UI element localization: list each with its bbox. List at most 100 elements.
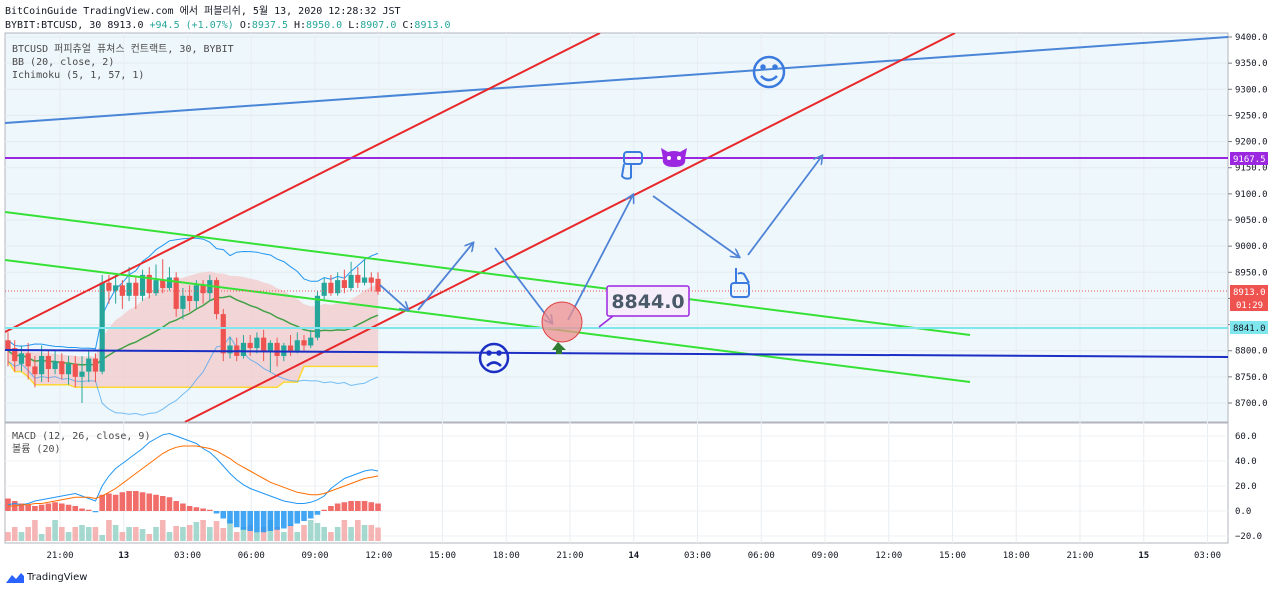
candle-body bbox=[193, 285, 199, 302]
forecast-arrow-3 bbox=[494, 247, 552, 323]
macd-hist-bar bbox=[267, 511, 274, 531]
countdown-badge-text: 01:29 bbox=[1236, 301, 1263, 311]
symbol-ohlc-line: BYBIT:BTCUSD, 30 8913.0 +94.5 (+1.07%) O… bbox=[5, 19, 451, 33]
candle-body bbox=[294, 340, 300, 351]
volume-bar bbox=[341, 520, 348, 541]
volume-bar bbox=[92, 527, 99, 541]
macd-hist-bar bbox=[193, 507, 200, 511]
candle bbox=[355, 267, 361, 288]
price-callout-box[interactable] bbox=[606, 285, 690, 317]
macd-tick-label: −20.0 bbox=[1235, 532, 1262, 542]
candle-body bbox=[139, 274, 146, 296]
candle bbox=[52, 350, 58, 375]
candle bbox=[314, 290, 321, 341]
candle-body bbox=[133, 282, 139, 296]
macd-hist-bar bbox=[375, 503, 381, 511]
volume-bar bbox=[186, 525, 193, 541]
green-channel-lower[interactable] bbox=[5, 259, 971, 383]
upper-blue-trendline[interactable] bbox=[5, 36, 1228, 124]
price-axis[interactable]: 9400.0 9350.0 9300.0 9250.0 9200.0 9150.0 9100… bbox=[1228, 33, 1268, 409]
volume-bar bbox=[133, 527, 139, 541]
candle bbox=[39, 345, 45, 383]
close-value: 8913.0 bbox=[414, 20, 451, 31]
candle-body bbox=[32, 366, 38, 375]
macd-axis[interactable]: 60.0 40.0 20.0 0.0 −20.0 bbox=[1235, 432, 1262, 542]
macd-histogram bbox=[5, 491, 381, 533]
volume-bar bbox=[368, 525, 375, 541]
volume-bar bbox=[119, 532, 126, 541]
red-channel-lower[interactable] bbox=[184, 33, 956, 422]
volume-bar bbox=[79, 525, 85, 541]
target-circle[interactable] bbox=[541, 301, 583, 343]
trend-drawings bbox=[5, 33, 1228, 422]
macd-line bbox=[7, 432, 379, 506]
candle-body bbox=[79, 371, 85, 377]
volume-bar bbox=[52, 520, 58, 541]
volume-bar bbox=[85, 527, 92, 541]
candle bbox=[92, 353, 99, 383]
candle-body bbox=[220, 314, 226, 354]
macd-pane[interactable] bbox=[4, 422, 1229, 544]
candle-body bbox=[113, 285, 119, 291]
macd-hist-bar bbox=[348, 501, 354, 511]
volume-bar bbox=[207, 527, 213, 541]
macd-hist-bar bbox=[159, 496, 166, 511]
volume-bar bbox=[220, 528, 227, 541]
volume-bar bbox=[59, 527, 65, 541]
candle-body bbox=[267, 342, 273, 351]
forecast-path bbox=[379, 156, 822, 323]
volume-bar bbox=[32, 520, 38, 541]
price-tick-label: 9150.0 bbox=[1235, 164, 1268, 174]
legend-ichimoku: Ichimoku (5, 1, 57, 1) bbox=[12, 70, 144, 81]
smile-icon bbox=[752, 55, 786, 89]
cloud-lower-span bbox=[7, 360, 378, 389]
price-tick-label: 9200.0 bbox=[1235, 138, 1268, 148]
macd-hist-bar bbox=[260, 511, 267, 533]
candle bbox=[65, 355, 72, 385]
candle bbox=[213, 277, 220, 320]
time-axis[interactable]: 21:00 13 03:00 06:00 09:00 12:00 15:00 18:00 21:… bbox=[46, 551, 1221, 561]
time-tick-label: 21:00 bbox=[1066, 551, 1093, 561]
cyan-level-badge bbox=[1230, 321, 1268, 334]
last-price-badge-text: 8913.0 bbox=[1233, 288, 1266, 298]
candle bbox=[180, 287, 186, 320]
navy-support-line[interactable] bbox=[5, 349, 1228, 358]
volume-bar bbox=[294, 532, 301, 541]
candle-body bbox=[274, 342, 280, 356]
volume-bar bbox=[38, 534, 45, 541]
candle-body bbox=[254, 337, 260, 349]
cyan-level-badge-text: 8841.0 bbox=[1233, 324, 1266, 334]
pointing-down-hand-icon bbox=[620, 151, 643, 180]
time-tick-label: 21:00 bbox=[556, 551, 583, 561]
legend-bb: BB (20, close, 2) bbox=[12, 57, 114, 68]
candle-body bbox=[355, 274, 361, 283]
candle bbox=[308, 329, 314, 349]
tradingview-logo[interactable]: TradingView bbox=[6, 572, 87, 583]
candle-body bbox=[247, 342, 253, 349]
candle-body bbox=[160, 280, 166, 288]
green-channel-upper[interactable] bbox=[5, 211, 971, 336]
macd-tick-label: 40.0 bbox=[1235, 457, 1257, 467]
red-channel-upper[interactable] bbox=[5, 33, 601, 333]
high-value: 8950.0 bbox=[306, 20, 343, 31]
candle bbox=[254, 332, 260, 354]
tradingview-logo-icon bbox=[6, 572, 24, 583]
macd-hist-bar bbox=[301, 511, 307, 521]
volume-bar bbox=[18, 532, 25, 541]
candle bbox=[99, 274, 105, 375]
publish-line: BitCoinGuide TradingView.com 에서 퍼블리쉬, 5월… bbox=[5, 6, 401, 17]
candle bbox=[133, 277, 139, 309]
candle bbox=[220, 308, 226, 362]
candle bbox=[126, 267, 132, 302]
countdown-badge bbox=[1230, 298, 1268, 311]
macd-hist-bar bbox=[307, 511, 314, 519]
candle bbox=[59, 353, 65, 380]
time-tick-label: 15:00 bbox=[429, 551, 456, 561]
time-tick-label: 06:00 bbox=[748, 551, 775, 561]
macd-hist-bar bbox=[294, 511, 301, 524]
candle bbox=[368, 272, 374, 291]
candle-body bbox=[368, 277, 374, 283]
macd-hist-bar bbox=[240, 511, 247, 530]
candle-body bbox=[146, 274, 152, 294]
